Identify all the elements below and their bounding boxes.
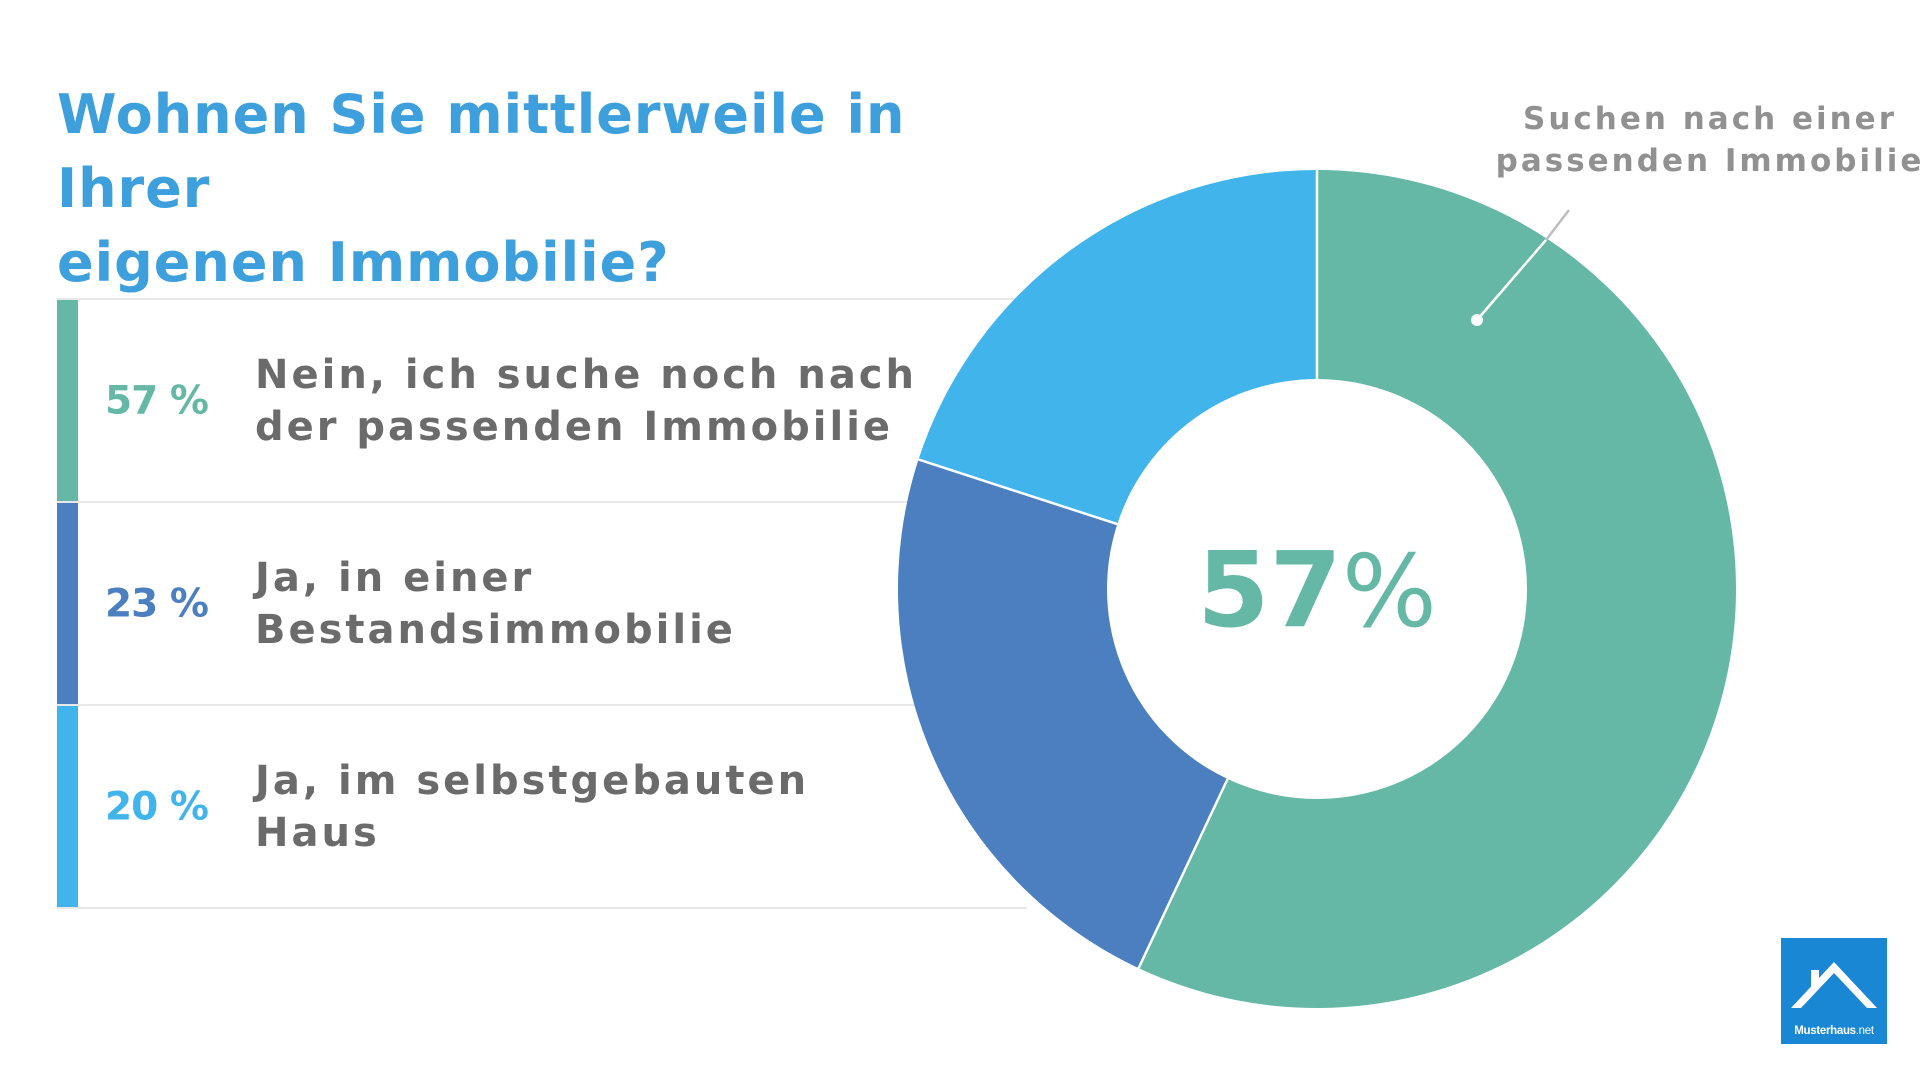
center-number: 57 xyxy=(1197,529,1342,651)
house-roof-icon xyxy=(1791,962,1877,1008)
legend-color-bar xyxy=(57,503,78,704)
center-percent-symbol: % xyxy=(1341,533,1437,650)
legend-label-line-2: der passenden Immobilie xyxy=(255,403,894,450)
legend-label-line-2: Bestandsimmobilie xyxy=(255,606,736,653)
legend-label-line-2: Haus xyxy=(255,809,380,856)
logo-brand: Musterhaus xyxy=(1794,1025,1856,1037)
chart-title: Wohnen Sie mittlerweile in Ihrer eigenen… xyxy=(57,78,1057,300)
logo-suffix: .net xyxy=(1855,1025,1874,1037)
legend-label: Ja, in einer Bestandsimmobilie xyxy=(255,552,1015,656)
legend-label-line-1: Ja, in einer xyxy=(255,554,535,601)
legend-color-bar xyxy=(57,300,78,501)
legend-label: Nein, ich suche noch nach der passenden … xyxy=(255,349,1015,453)
chart-title-line-2: eigenen Immobilie? xyxy=(57,231,670,294)
legend-item: 23 % Ja, in einer Bestandsimmobilie xyxy=(57,501,1027,704)
callout-annotation: Suchen nach einer passenden Immobilie xyxy=(1490,98,1920,182)
legend-item: 20 % Ja, im selbstgebauten Haus xyxy=(57,704,1027,909)
legend-color-bar xyxy=(57,706,78,907)
legend-label-line-1: Ja, im selbstgebauten xyxy=(255,757,810,804)
chart-title-line-1: Wohnen Sie mittlerweile in Ihrer xyxy=(57,83,906,220)
legend-label: Ja, im selbstgebauten Haus xyxy=(255,755,1015,859)
legend-percent: 57 % xyxy=(105,378,209,423)
logo-text: Musterhaus.net xyxy=(1781,1025,1887,1037)
donut-center-value: 57% xyxy=(1117,535,1517,647)
legend: 57 % Nein, ich suche noch nach der passe… xyxy=(57,298,1027,909)
callout-line-outer xyxy=(1545,209,1570,241)
legend-percent: 23 % xyxy=(105,581,209,626)
callout-line-1: Suchen nach einer xyxy=(1523,101,1897,137)
legend-item: 57 % Nein, ich suche noch nach der passe… xyxy=(57,298,1027,501)
musterhaus-logo[interactable]: Musterhaus.net xyxy=(1781,938,1887,1044)
legend-label-line-1: Nein, ich suche noch nach xyxy=(255,351,917,398)
legend-percent: 20 % xyxy=(105,784,209,829)
donut-segment xyxy=(918,170,1317,525)
donut-segment xyxy=(1138,170,1737,1009)
callout-line-2: passenden Immobilie xyxy=(1495,143,1920,179)
